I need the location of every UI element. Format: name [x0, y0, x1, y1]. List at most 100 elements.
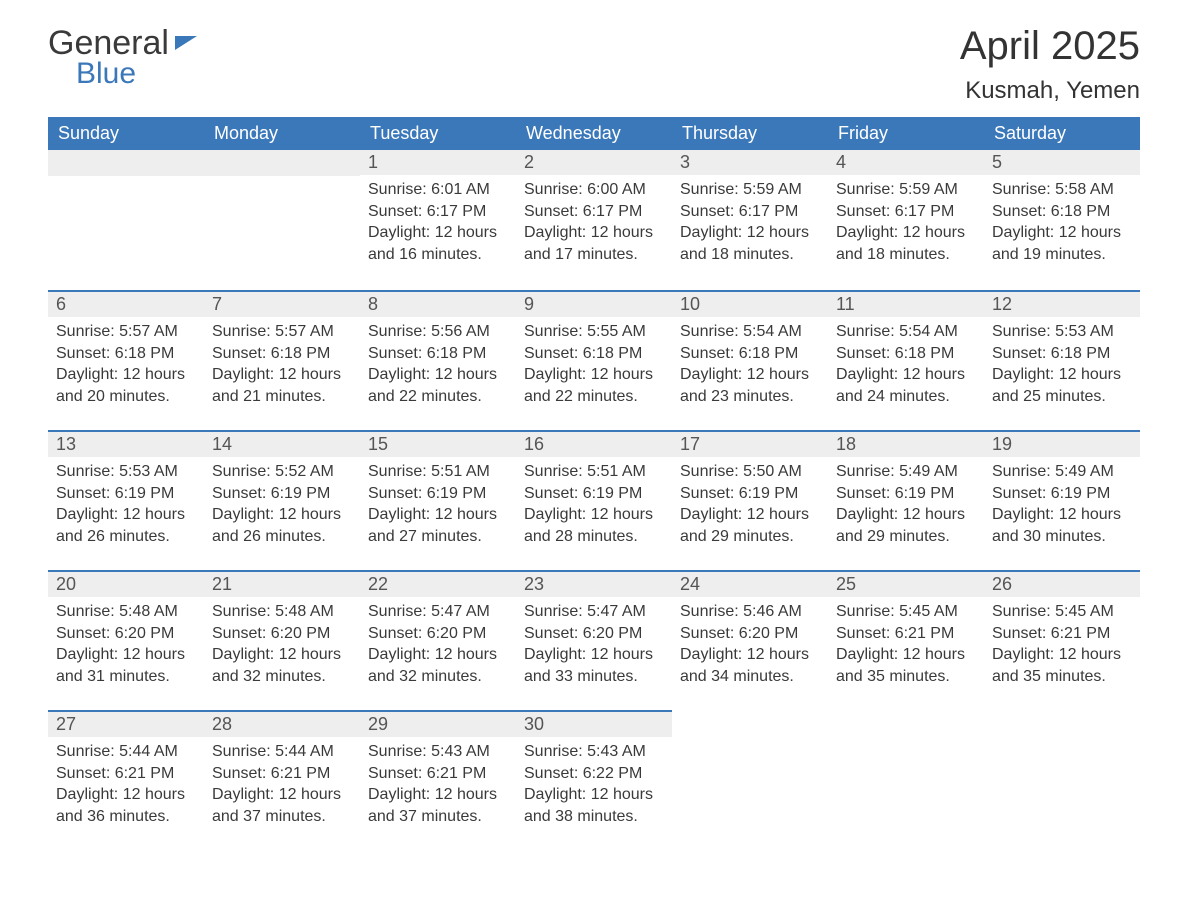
sunset: Sunset: 6:17 PM	[680, 201, 820, 223]
daylight-line1-label: Daylight:	[212, 366, 279, 383]
day-body: Sunrise: 5:47 AMSunset: 6:20 PMDaylight:…	[360, 597, 516, 699]
daylight-line1-label: Daylight:	[368, 224, 435, 241]
sunrise-value: 5:54 AM	[899, 323, 958, 340]
daylight-line2: and 33 minutes.	[524, 666, 664, 688]
day-body: Sunrise: 5:58 AMSunset: 6:18 PMDaylight:…	[984, 175, 1140, 277]
sunset-value: 6:18 PM	[115, 345, 175, 362]
sunrise-value: 5:53 AM	[1055, 323, 1114, 340]
sunset-value: 6:21 PM	[271, 765, 331, 782]
sunrise-label: Sunrise:	[992, 323, 1055, 340]
day-body: Sunrise: 6:00 AMSunset: 6:17 PMDaylight:…	[516, 175, 672, 277]
sunset-value: 6:21 PM	[1051, 625, 1111, 642]
daylight-line2: and 32 minutes.	[212, 666, 352, 688]
sunrise-value: 5:52 AM	[275, 463, 334, 480]
sunrise-value: 5:51 AM	[431, 463, 490, 480]
sunrise-value: 5:47 AM	[431, 603, 490, 620]
sunrise: Sunrise: 6:00 AM	[524, 179, 664, 201]
sunset-value: 6:19 PM	[1051, 485, 1111, 502]
sunset-label: Sunset:	[680, 625, 739, 642]
daylight-line1-value: 12 hours	[435, 786, 497, 803]
daylight-line2: and 30 minutes.	[992, 526, 1132, 548]
calendar-cell: 1Sunrise: 6:01 AMSunset: 6:17 PMDaylight…	[360, 150, 516, 290]
daylight-line1-value: 12 hours	[279, 786, 341, 803]
daylight-line1: Daylight: 12 hours	[368, 364, 508, 386]
daylight-line2: and 35 minutes.	[992, 666, 1132, 688]
daylight-line1-value: 12 hours	[591, 506, 653, 523]
daylight-line1-label: Daylight:	[56, 506, 123, 523]
daylight-line1: Daylight: 12 hours	[368, 784, 508, 806]
sunset-value: 6:21 PM	[895, 625, 955, 642]
daylight-line1-label: Daylight:	[992, 366, 1059, 383]
daylight-line1-label: Daylight:	[212, 646, 279, 663]
calendar-cell	[48, 150, 204, 290]
sunset-label: Sunset:	[368, 203, 427, 220]
sunrise: Sunrise: 5:56 AM	[368, 321, 508, 343]
calendar-week-row: 27Sunrise: 5:44 AMSunset: 6:21 PMDayligh…	[48, 710, 1140, 850]
daylight-line1-label: Daylight:	[212, 506, 279, 523]
daylight-line2: and 24 minutes.	[836, 386, 976, 408]
daylight-line1-value: 12 hours	[279, 506, 341, 523]
daylight-line2: and 37 minutes.	[368, 806, 508, 828]
daylight-line1: Daylight: 12 hours	[212, 644, 352, 666]
sunset: Sunset: 6:17 PM	[524, 201, 664, 223]
sunset-label: Sunset:	[524, 625, 583, 642]
calendar-cell: 24Sunrise: 5:46 AMSunset: 6:20 PMDayligh…	[672, 570, 828, 710]
sunrise-label: Sunrise:	[680, 463, 743, 480]
daylight-line1-value: 12 hours	[435, 366, 497, 383]
daylight-line1: Daylight: 12 hours	[212, 784, 352, 806]
calendar-cell	[828, 710, 984, 850]
sunrise-value: 5:58 AM	[1055, 181, 1114, 198]
sunrise-value: 5:43 AM	[431, 743, 490, 760]
sunset-value: 6:18 PM	[1051, 203, 1111, 220]
sunrise-label: Sunrise:	[368, 743, 431, 760]
sunrise-label: Sunrise:	[836, 603, 899, 620]
sunset-label: Sunset:	[56, 765, 115, 782]
sunrise-value: 5:59 AM	[899, 181, 958, 198]
sunset: Sunset: 6:21 PM	[368, 763, 508, 785]
sunset-label: Sunset:	[212, 625, 271, 642]
sunrise-label: Sunrise:	[368, 323, 431, 340]
daylight-line1-label: Daylight:	[992, 506, 1059, 523]
sunset: Sunset: 6:20 PM	[212, 623, 352, 645]
daylight-line1-value: 12 hours	[591, 366, 653, 383]
day-number: 4	[828, 150, 984, 175]
calendar-cell: 5Sunrise: 5:58 AMSunset: 6:18 PMDaylight…	[984, 150, 1140, 290]
day-number: 30	[516, 710, 672, 737]
daylight-line1: Daylight: 12 hours	[836, 644, 976, 666]
sunset-value: 6:21 PM	[115, 765, 175, 782]
sunset-value: 6:21 PM	[427, 765, 487, 782]
day-body: Sunrise: 5:57 AMSunset: 6:18 PMDaylight:…	[204, 317, 360, 419]
sunrise-value: 5:45 AM	[1055, 603, 1114, 620]
day-number: 18	[828, 430, 984, 457]
sunrise: Sunrise: 5:44 AM	[212, 741, 352, 763]
sunrise-value: 5:45 AM	[899, 603, 958, 620]
day-body: Sunrise: 5:45 AMSunset: 6:21 PMDaylight:…	[828, 597, 984, 699]
sunset-value: 6:19 PM	[115, 485, 175, 502]
daylight-line1-value: 12 hours	[903, 224, 965, 241]
sunset-value: 6:20 PM	[739, 625, 799, 642]
sunset: Sunset: 6:18 PM	[524, 343, 664, 365]
calendar-cell: 11Sunrise: 5:54 AMSunset: 6:18 PMDayligh…	[828, 290, 984, 430]
day-body: Sunrise: 6:01 AMSunset: 6:17 PMDaylight:…	[360, 175, 516, 277]
weekday-wednesday: Wednesday	[516, 117, 672, 150]
day-body: Sunrise: 5:48 AMSunset: 6:20 PMDaylight:…	[48, 597, 204, 699]
weekday-sunday: Sunday	[48, 117, 204, 150]
day-number: 5	[984, 150, 1140, 175]
day-body: Sunrise: 5:44 AMSunset: 6:21 PMDaylight:…	[48, 737, 204, 839]
daylight-line1-value: 12 hours	[903, 366, 965, 383]
day-body: Sunrise: 5:43 AMSunset: 6:22 PMDaylight:…	[516, 737, 672, 839]
sunset-label: Sunset:	[212, 765, 271, 782]
day-body: Sunrise: 5:52 AMSunset: 6:19 PMDaylight:…	[204, 457, 360, 559]
daylight-line1: Daylight: 12 hours	[524, 644, 664, 666]
calendar-cell: 13Sunrise: 5:53 AMSunset: 6:19 PMDayligh…	[48, 430, 204, 570]
brand-word-2: Blue	[76, 57, 197, 91]
sunset-label: Sunset:	[524, 345, 583, 362]
daylight-line1: Daylight: 12 hours	[680, 364, 820, 386]
daylight-line2: and 37 minutes.	[212, 806, 352, 828]
sunset-label: Sunset:	[680, 345, 739, 362]
sunset: Sunset: 6:19 PM	[56, 483, 196, 505]
day-number: 24	[672, 570, 828, 597]
daylight-line1-value: 12 hours	[123, 646, 185, 663]
sunrise-label: Sunrise:	[992, 463, 1055, 480]
sunset-value: 6:17 PM	[739, 203, 799, 220]
